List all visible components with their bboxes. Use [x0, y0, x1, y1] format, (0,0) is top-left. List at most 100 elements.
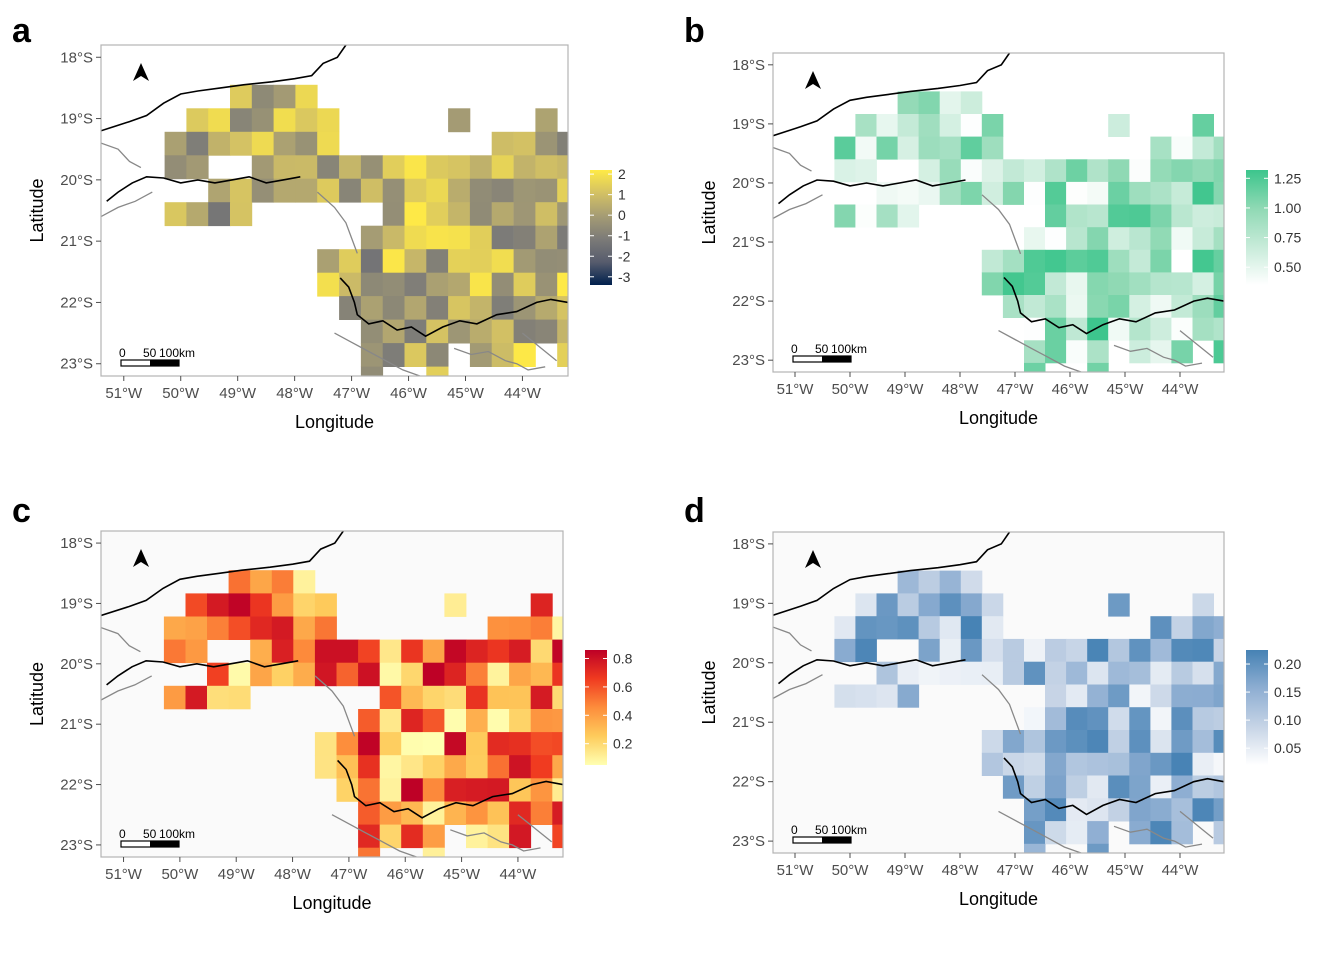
grid-cell: [897, 570, 920, 594]
x-axis-title: Longitude: [295, 412, 374, 432]
grid-cell: [509, 709, 532, 733]
scale-bar: 0 50 100km: [119, 346, 195, 367]
x-tick-label: 44°W: [500, 866, 538, 883]
border-west: [773, 674, 823, 699]
grid-cell: [1150, 159, 1172, 183]
grid-cell: [426, 343, 449, 367]
grid-cell: [960, 616, 983, 640]
grid-cell: [1108, 752, 1130, 776]
grid-cell: [1108, 227, 1130, 251]
north-arrow-icon: [805, 550, 821, 568]
river-west: [106, 659, 299, 686]
grid-cell: [360, 249, 384, 274]
grid-cell: [981, 593, 1004, 617]
grid-cell: [918, 616, 941, 640]
plot-frame: [100, 530, 564, 858]
grid-cell: [230, 131, 253, 156]
grid-cell: [1150, 249, 1172, 273]
x-tick-label: 47°W: [997, 381, 1035, 398]
grid-cell: [918, 661, 941, 685]
x-tick-label: 50°W: [832, 381, 870, 398]
grid-cell: [208, 108, 231, 133]
grid-cell: [1150, 684, 1172, 708]
grid-cell: [897, 684, 920, 708]
grid-cell: [1066, 227, 1088, 251]
grid-cell: [469, 249, 493, 274]
grid-cell: [1087, 362, 1109, 372]
grid-cell: [1024, 340, 1046, 364]
grid-cell: [1002, 249, 1025, 273]
grid-cell: [358, 824, 381, 849]
grid-cell: [1129, 317, 1151, 341]
grid-cell: [404, 272, 427, 297]
grid-cell: [422, 732, 445, 756]
grid-cell: [448, 249, 471, 274]
grid-cell: [186, 202, 209, 227]
legend-label: 0: [618, 207, 626, 223]
grid-cell: [422, 847, 445, 857]
grid-cell: [426, 272, 449, 297]
grid-cell: [530, 639, 553, 664]
grid-cell: [466, 801, 488, 825]
grid-cell: [379, 732, 402, 756]
grid-cell: [164, 155, 187, 180]
grid-cell: [939, 159, 962, 183]
x-axis-title: Longitude: [959, 408, 1038, 428]
grid-cell: [1171, 272, 1193, 296]
grid-cell: [981, 272, 1004, 296]
grid-cell: [1213, 340, 1224, 364]
grid-cell: [401, 778, 424, 802]
grid-cell: [1192, 227, 1214, 251]
raster-cells: [834, 570, 1224, 853]
grid-cell: [185, 685, 208, 710]
grid-cell: [487, 709, 510, 733]
grid-cell: [1066, 798, 1088, 822]
grid-cell: [422, 685, 445, 710]
grid-cell: [918, 181, 941, 205]
grid-cell: [273, 131, 296, 156]
grid-cell: [1171, 317, 1193, 341]
grid-cell: [1129, 752, 1151, 776]
legend-label: -3: [618, 269, 631, 285]
grid-cell: [1129, 181, 1151, 205]
grid-cell: [834, 204, 856, 228]
grid-cell: [336, 755, 359, 779]
x-tick-label: 49°W: [887, 862, 925, 879]
grid-cell: [228, 685, 251, 710]
grid-cell: [1002, 638, 1025, 663]
y-axis-title: Latitude: [699, 660, 719, 724]
grid-cell: [557, 296, 568, 320]
grid-cell: [1213, 616, 1224, 640]
grid-cell: [491, 202, 514, 227]
grid-cell: [1192, 272, 1214, 296]
grid-cell: [1045, 707, 1067, 731]
grid-cell: [382, 343, 405, 367]
border-south-c: [1179, 810, 1214, 839]
legend-label: 0.4: [613, 707, 633, 723]
grid-cell: [918, 159, 941, 183]
grid-cell: [1129, 775, 1151, 799]
grid-cell: [1171, 707, 1193, 731]
y-axis-title: Latitude: [699, 180, 719, 244]
x-tick-label: 45°W: [447, 385, 485, 402]
grid-cell: [314, 593, 337, 617]
grid-cell: [1066, 272, 1088, 296]
x-axis-title: Longitude: [292, 893, 371, 913]
border-south-a: [998, 810, 1082, 853]
grid-cell: [509, 662, 532, 687]
grid-cell: [1129, 204, 1151, 228]
grid-cell: [208, 202, 231, 227]
grid-cell: [448, 225, 471, 250]
coastline-north: [773, 53, 1011, 137]
x-tick-label: 48°W: [276, 385, 314, 402]
grid-cell: [1045, 181, 1067, 205]
grid-cell: [1108, 317, 1130, 341]
grid-cell: [509, 755, 532, 779]
grid-cell: [897, 204, 920, 228]
legend-colorbar: 0.20 0.15 0.10 0.05: [1246, 650, 1301, 765]
grid-cell: [530, 801, 553, 825]
grid-cell: [1087, 775, 1109, 799]
grid-cell: [530, 755, 553, 779]
grid-cell: [530, 709, 553, 733]
grid-cell: [1066, 661, 1088, 685]
